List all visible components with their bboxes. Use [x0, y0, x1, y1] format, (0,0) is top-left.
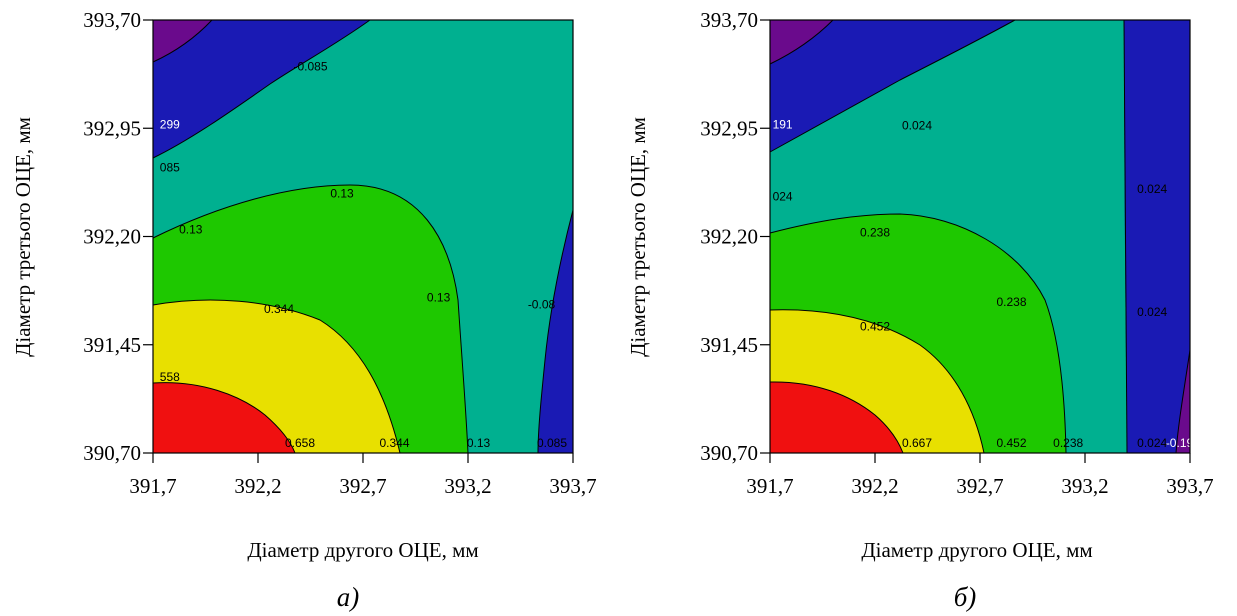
contour-line-1 — [152, 19, 213, 63]
chart-panel-b: 191 0.024 024 0.024 0.238 0.238 0.024 0.452 0.66… — [626, 8, 1214, 612]
contour-line-5 — [769, 213, 1067, 454]
contour-label: 0.024 — [1137, 305, 1167, 319]
contour-label: 299 — [160, 117, 180, 131]
contour-line-4 — [1175, 349, 1191, 454]
x-tick-label: 392,7 — [339, 474, 386, 498]
contour-label: 0.344 — [264, 302, 294, 316]
x-tick-label: 392,7 — [956, 474, 1003, 498]
x-tick-label: 393,7 — [1166, 474, 1213, 498]
contour-label: 0.658 — [285, 436, 315, 450]
y-axis-ticks: 390,70 391,45 392,20 392,95 393,70 — [700, 8, 770, 465]
panel-label: б) — [954, 582, 977, 612]
y-tick-label: 393,70 — [700, 8, 758, 32]
contour-label: 0.238 — [996, 295, 1026, 309]
contour-label: 085 — [160, 161, 180, 175]
x-axis-ticks: 391,7 392,2 392,7 393,2 393,7 — [746, 453, 1214, 498]
region-blue-top — [770, 20, 1015, 152]
contour-label: 558 — [160, 370, 180, 384]
region-purple-corner — [153, 20, 212, 62]
contour-label: 0.667 — [902, 436, 932, 450]
x-tick-label: 391,7 — [129, 474, 176, 498]
contour-label: 0.452 — [860, 319, 890, 333]
contour-line-3 — [152, 184, 469, 454]
y-tick-label: 392,20 — [700, 225, 758, 249]
contour-label: -0.19 — [1166, 436, 1194, 450]
contour-line-2 — [769, 19, 1016, 153]
contour-label: 0.238 — [860, 226, 890, 240]
contour-label: 0.344 — [379, 436, 409, 450]
contour-lines — [152, 19, 574, 454]
contour-label: 0.452 — [996, 436, 1026, 450]
y-tick-label: 390,70 — [700, 441, 758, 465]
contour-line-7 — [769, 381, 904, 454]
x-tick-label: 392,2 — [234, 474, 281, 498]
y-tick-label: 391,45 — [83, 333, 141, 357]
region-blue-right — [538, 210, 573, 453]
y-tick-label: 392,95 — [83, 116, 141, 140]
contour-label: 191 — [773, 117, 793, 131]
y-tick-label: 393,70 — [83, 8, 141, 32]
contour-label: 0.13 — [467, 436, 491, 450]
x-tick-label: 393,2 — [1061, 474, 1108, 498]
contour-fills — [770, 20, 1190, 453]
contour-label: -0.08 — [528, 298, 556, 312]
contour-label: 0.13 — [330, 187, 354, 201]
contour-line-1 — [769, 19, 834, 65]
x-tick-label: 393,7 — [549, 474, 596, 498]
y-tick-label: 392,95 — [700, 116, 758, 140]
contour-label: 0.024 — [902, 119, 932, 133]
x-tick-label: 392,2 — [851, 474, 898, 498]
x-tick-label: 391,7 — [746, 474, 793, 498]
contour-line-6 — [769, 309, 985, 454]
region-purple-corner — [770, 20, 833, 64]
region-blue-top — [153, 20, 370, 158]
contour-label: 0.13 — [179, 223, 203, 237]
contour-line-5 — [152, 382, 296, 454]
contour-labels: -0.085 299 085 0.13 0.13 0.344 0.13 -0.08 558 0.6… — [160, 60, 568, 451]
contour-label: 0.085 — [537, 436, 567, 450]
y-tick-label: 392,20 — [83, 225, 141, 249]
contour-label: 0.13 — [427, 290, 451, 304]
chart-panel-a: -0.085 299 085 0.13 0.13 0.344 0.13 -0.08 558 0.6… — [11, 8, 597, 612]
contour-fills — [153, 20, 573, 453]
contour-line-2 — [152, 19, 371, 159]
region-red — [770, 381, 903, 453]
x-axis-ticks: 391,7 392,2 392,7 393,2 393,7 — [129, 453, 597, 498]
y-axis-title: Діаметр третього ОЦЕ, мм — [626, 117, 650, 357]
contour-label: 024 — [773, 189, 793, 203]
contour-label: 0.238 — [1053, 436, 1083, 450]
x-axis-title: Діаметр другого ОЦЕ, мм — [247, 538, 478, 562]
y-axis-ticks: 390,70 391,45 392,20 392,95 393,70 — [83, 8, 153, 465]
contour-label: -0.085 — [293, 60, 327, 74]
contour-line-6 — [537, 209, 574, 454]
x-axis-title: Діаметр другого ОЦЕ, мм — [861, 538, 1092, 562]
contour-label: 0.024 — [1137, 182, 1167, 196]
contour-line-4 — [152, 299, 401, 454]
contour-label: 0.024 — [1137, 436, 1167, 450]
y-tick-label: 391,45 — [700, 333, 758, 357]
x-tick-label: 393,2 — [444, 474, 491, 498]
contour-labels: 191 0.024 024 0.024 0.238 0.238 0.024 0.452 0.66… — [773, 117, 1194, 450]
y-axis-title: Діаметр третього ОЦЕ, мм — [11, 117, 35, 357]
region-blue-right — [1124, 20, 1190, 453]
panel-label: а) — [337, 582, 360, 612]
region-red — [153, 382, 295, 453]
y-tick-label: 390,70 — [83, 441, 141, 465]
